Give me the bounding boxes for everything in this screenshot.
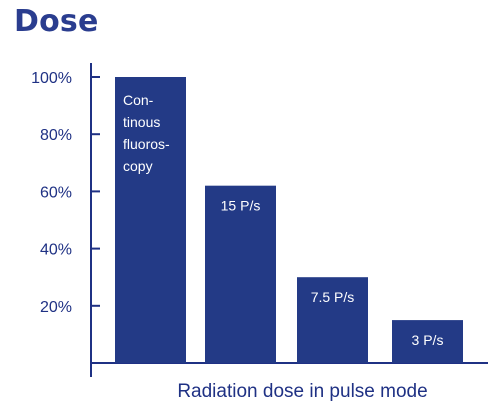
bar xyxy=(115,77,186,363)
bar xyxy=(297,277,368,363)
y-tick-label: 20% xyxy=(40,299,72,316)
chart-title: Dose xyxy=(14,4,99,39)
y-tick-label: 60% xyxy=(40,184,72,201)
bar-label: 3 P/s xyxy=(412,332,444,348)
bar-label: 15 P/s xyxy=(221,198,261,214)
y-tick-label: 100% xyxy=(31,70,72,87)
x-axis-label: Radiation dose in pulse mode xyxy=(177,381,427,402)
bar xyxy=(392,320,463,363)
y-tick-label: 40% xyxy=(40,242,72,259)
bar xyxy=(205,185,276,363)
bar-label: 7.5 P/s xyxy=(311,289,355,305)
bar-label: Con-tinous fluoros-copy xyxy=(123,92,170,174)
y-tick-label: 80% xyxy=(40,127,72,144)
